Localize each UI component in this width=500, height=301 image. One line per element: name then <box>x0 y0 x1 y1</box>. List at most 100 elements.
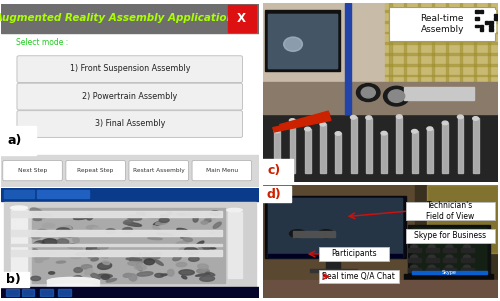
Ellipse shape <box>152 226 160 231</box>
Bar <box>461 258 474 262</box>
Ellipse shape <box>197 268 209 273</box>
Ellipse shape <box>196 274 209 276</box>
Bar <box>490 24 493 27</box>
Bar <box>262 3 498 84</box>
Ellipse shape <box>206 272 215 276</box>
Ellipse shape <box>410 265 418 270</box>
Bar <box>475 10 478 13</box>
Bar <box>390 3 392 101</box>
Ellipse shape <box>176 241 188 246</box>
Ellipse shape <box>151 252 162 257</box>
Bar <box>265 10 340 71</box>
Text: Repeat Step: Repeat Step <box>78 168 114 173</box>
Bar <box>12 231 222 237</box>
Ellipse shape <box>106 278 117 282</box>
FancyBboxPatch shape <box>17 111 242 137</box>
Ellipse shape <box>48 278 99 284</box>
Ellipse shape <box>42 239 58 245</box>
Ellipse shape <box>274 129 280 133</box>
Bar <box>260 159 293 182</box>
Bar <box>384 21 498 23</box>
Ellipse shape <box>446 245 453 250</box>
Bar <box>494 17 498 20</box>
Ellipse shape <box>86 225 98 229</box>
Ellipse shape <box>154 222 162 226</box>
Bar <box>280 111 330 128</box>
Bar <box>413 228 486 273</box>
Bar <box>381 133 387 173</box>
Bar <box>12 250 222 256</box>
Bar <box>350 117 356 173</box>
Bar <box>326 256 340 270</box>
Bar <box>412 131 418 173</box>
Bar <box>408 225 490 275</box>
Ellipse shape <box>318 230 334 237</box>
Bar <box>320 124 326 173</box>
Ellipse shape <box>48 251 54 254</box>
Ellipse shape <box>412 129 418 133</box>
FancyBboxPatch shape <box>406 229 495 243</box>
Bar <box>366 118 372 173</box>
Bar <box>444 258 456 262</box>
Bar <box>305 129 310 173</box>
Ellipse shape <box>384 86 409 106</box>
Bar <box>475 24 478 27</box>
Bar <box>404 274 493 282</box>
Ellipse shape <box>193 216 198 222</box>
Bar <box>262 280 498 298</box>
Ellipse shape <box>140 258 153 263</box>
Ellipse shape <box>458 115 464 119</box>
Bar <box>484 21 488 23</box>
Text: Real time Q/A Chat: Real time Q/A Chat <box>322 272 396 281</box>
Bar <box>408 258 421 262</box>
Ellipse shape <box>57 232 70 238</box>
Ellipse shape <box>126 258 142 261</box>
Text: X: X <box>238 12 246 25</box>
Ellipse shape <box>143 254 160 259</box>
Bar <box>427 129 433 173</box>
Ellipse shape <box>210 211 220 216</box>
FancyBboxPatch shape <box>192 160 252 181</box>
Bar <box>442 123 448 173</box>
Ellipse shape <box>135 255 140 260</box>
Bar <box>268 14 336 68</box>
Ellipse shape <box>80 278 90 282</box>
Ellipse shape <box>34 241 44 246</box>
Ellipse shape <box>410 255 418 259</box>
Ellipse shape <box>208 231 214 234</box>
Ellipse shape <box>68 246 74 248</box>
Ellipse shape <box>366 116 372 119</box>
Bar <box>488 3 490 101</box>
Text: Augmented Reality Assembly Application: Augmented Reality Assembly Application <box>0 13 234 23</box>
Text: Real-time
Assembly: Real-time Assembly <box>420 14 464 34</box>
Ellipse shape <box>74 268 82 272</box>
Ellipse shape <box>92 249 100 253</box>
Ellipse shape <box>177 228 188 231</box>
Ellipse shape <box>34 218 42 221</box>
FancyBboxPatch shape <box>390 8 495 41</box>
Ellipse shape <box>36 229 48 236</box>
Ellipse shape <box>381 131 387 135</box>
Ellipse shape <box>56 228 70 234</box>
Bar <box>262 82 498 114</box>
Ellipse shape <box>125 222 142 226</box>
Ellipse shape <box>86 245 97 251</box>
Bar <box>473 119 478 173</box>
Bar <box>404 3 406 101</box>
Ellipse shape <box>139 254 151 260</box>
Ellipse shape <box>38 213 52 217</box>
Ellipse shape <box>88 254 94 258</box>
Ellipse shape <box>290 230 306 237</box>
Ellipse shape <box>204 218 211 222</box>
Ellipse shape <box>196 241 204 246</box>
Ellipse shape <box>154 259 164 265</box>
Bar <box>412 227 487 274</box>
Bar <box>480 24 484 27</box>
Bar <box>268 14 336 68</box>
Ellipse shape <box>161 274 167 276</box>
Bar <box>1 188 258 201</box>
Bar <box>384 75 498 76</box>
Ellipse shape <box>106 229 116 234</box>
Ellipse shape <box>396 115 402 118</box>
Ellipse shape <box>134 265 146 270</box>
